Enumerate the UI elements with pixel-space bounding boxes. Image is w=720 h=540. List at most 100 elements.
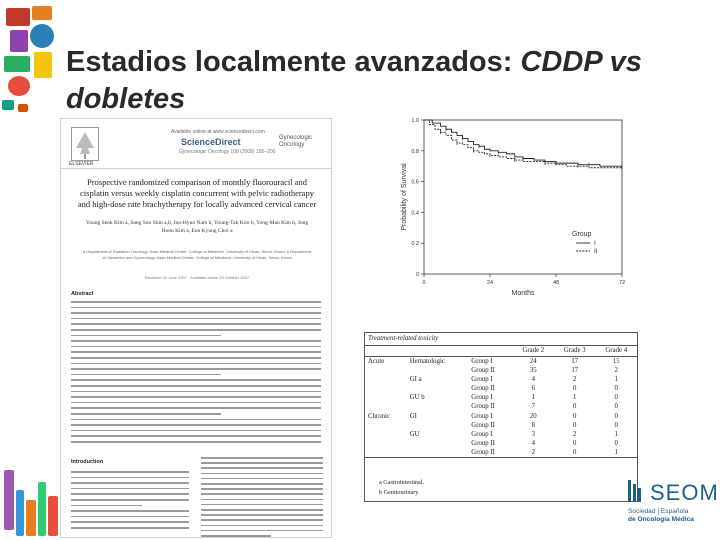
table-cell bbox=[365, 421, 407, 430]
sciencedirect-label: ScienceDirect bbox=[181, 137, 241, 147]
table-column-header bbox=[365, 345, 407, 357]
table-cell: 0 bbox=[573, 412, 577, 420]
text-line bbox=[71, 504, 142, 507]
table-cell: 6 bbox=[531, 384, 535, 392]
logo-block bbox=[38, 482, 46, 536]
toxicity-table: Treatment-related toxicity Grade 2 Grade 3… bbox=[365, 333, 637, 459]
logo-block bbox=[32, 6, 52, 20]
text-line bbox=[71, 493, 189, 495]
seom-subtitle: Sociedad | Española de Oncología Médica bbox=[628, 508, 694, 523]
article-received: Received 20 June 2007 · Available online… bbox=[144, 275, 250, 280]
table-cell: 0 bbox=[614, 403, 618, 411]
table-cell: 2 bbox=[512, 448, 555, 459]
text-line bbox=[71, 441, 321, 443]
text-line bbox=[71, 323, 321, 325]
survival-curve-group-II bbox=[424, 119, 622, 169]
table-cell: GU b bbox=[409, 394, 425, 402]
text-line bbox=[71, 435, 321, 437]
table-row: Chronic GI Group I 20 0 0 bbox=[365, 411, 637, 420]
article-title: Prospective randomized comparison of mon… bbox=[77, 177, 317, 209]
text-line bbox=[201, 467, 323, 469]
article-authors: Young Seok Kim a, Sang Soo Shin a,b, Joo… bbox=[85, 220, 309, 234]
y-tick-label: 0.6 bbox=[411, 180, 419, 186]
table-cell: 15 bbox=[612, 357, 620, 365]
table-row: Group II 7 0 0 bbox=[365, 402, 637, 411]
logo-block bbox=[48, 496, 58, 536]
table-column-header: Grade 3 bbox=[554, 345, 596, 357]
journal-citation: Gynecologic Oncology 108 (2008) 195–200 bbox=[179, 149, 276, 155]
table-cell bbox=[406, 448, 469, 459]
table-cell: 0 bbox=[614, 394, 618, 402]
footnote-genitourinary: b Genitourinary. bbox=[379, 489, 420, 496]
table-cell: Group I bbox=[471, 430, 493, 438]
seom-logo: SEOM Sociedad | Española de Oncología Mé… bbox=[622, 480, 718, 536]
table-cell: 2 bbox=[614, 366, 618, 374]
legend-title: Group bbox=[572, 231, 592, 238]
text-line bbox=[201, 462, 323, 464]
text-line bbox=[71, 429, 321, 432]
table-cell bbox=[365, 393, 407, 402]
table-cell: 1 bbox=[573, 394, 577, 402]
text-line bbox=[201, 529, 323, 532]
table-cell: 0 bbox=[573, 384, 577, 392]
text-line bbox=[201, 519, 323, 521]
table-cell bbox=[407, 421, 469, 430]
abstract-heading: Abstract bbox=[71, 291, 94, 297]
table-cell: 4 bbox=[531, 375, 535, 383]
decorative-logo-strip bbox=[0, 0, 62, 540]
table-row: GI a Group I 4 2 1 bbox=[365, 375, 637, 384]
text-line bbox=[201, 498, 323, 501]
logo-block bbox=[34, 52, 52, 78]
table-cell: 20 bbox=[529, 412, 537, 420]
text-line bbox=[71, 351, 321, 353]
y-tick-label: 0 bbox=[416, 272, 419, 278]
table-cell: 17 bbox=[571, 366, 579, 374]
table-cell bbox=[365, 430, 407, 439]
text-line bbox=[71, 357, 321, 359]
table-column-header: Grade 4 bbox=[595, 345, 637, 357]
table-cell: Group II bbox=[471, 440, 495, 448]
table-cell bbox=[365, 448, 407, 459]
table-cell: 24 bbox=[529, 357, 537, 365]
text-line bbox=[201, 472, 323, 475]
text-line bbox=[71, 306, 321, 309]
text-line bbox=[201, 457, 323, 459]
text-line bbox=[201, 477, 323, 480]
text-line bbox=[71, 385, 321, 387]
table-cell: 0 bbox=[573, 421, 577, 429]
slide-title-italic: CDDP vs dobletes bbox=[66, 46, 642, 115]
table-cell: 0 bbox=[614, 384, 618, 392]
logo-block bbox=[4, 56, 30, 72]
logo-block bbox=[30, 24, 54, 48]
x-tick-label: 48 bbox=[553, 280, 559, 286]
journal-name: Gynecologic Oncology bbox=[279, 135, 312, 149]
seom-name: SEOM bbox=[650, 480, 719, 505]
text-line bbox=[71, 407, 321, 409]
table-cell: Group II bbox=[468, 448, 513, 459]
text-line bbox=[71, 317, 321, 320]
table-cell: 2 bbox=[573, 375, 577, 383]
legend-label-I: I bbox=[594, 240, 596, 247]
introduction-heading: Introduction bbox=[71, 459, 104, 465]
text-line bbox=[71, 521, 189, 523]
table-cell: Chronic bbox=[368, 412, 390, 420]
table-cell: Group I bbox=[471, 394, 493, 402]
text-line bbox=[71, 368, 321, 370]
survival-curve-group-I bbox=[424, 119, 622, 167]
text-line bbox=[71, 345, 321, 348]
table-cell: 35 bbox=[529, 366, 537, 374]
logo-block bbox=[8, 76, 30, 96]
table-cell: Group II bbox=[471, 421, 495, 429]
logo-block bbox=[16, 490, 24, 536]
table-cell: 0 bbox=[573, 403, 577, 411]
table-cell: 2 bbox=[573, 430, 577, 438]
text-line bbox=[71, 334, 221, 337]
text-line bbox=[71, 329, 321, 331]
text-line bbox=[71, 424, 321, 426]
text-line bbox=[71, 301, 321, 303]
text-line bbox=[71, 362, 321, 365]
table-cell: GI bbox=[409, 412, 417, 420]
table-column-header bbox=[406, 345, 469, 357]
y-tick-label: 1.0 bbox=[411, 118, 419, 124]
table-cell bbox=[365, 384, 407, 393]
